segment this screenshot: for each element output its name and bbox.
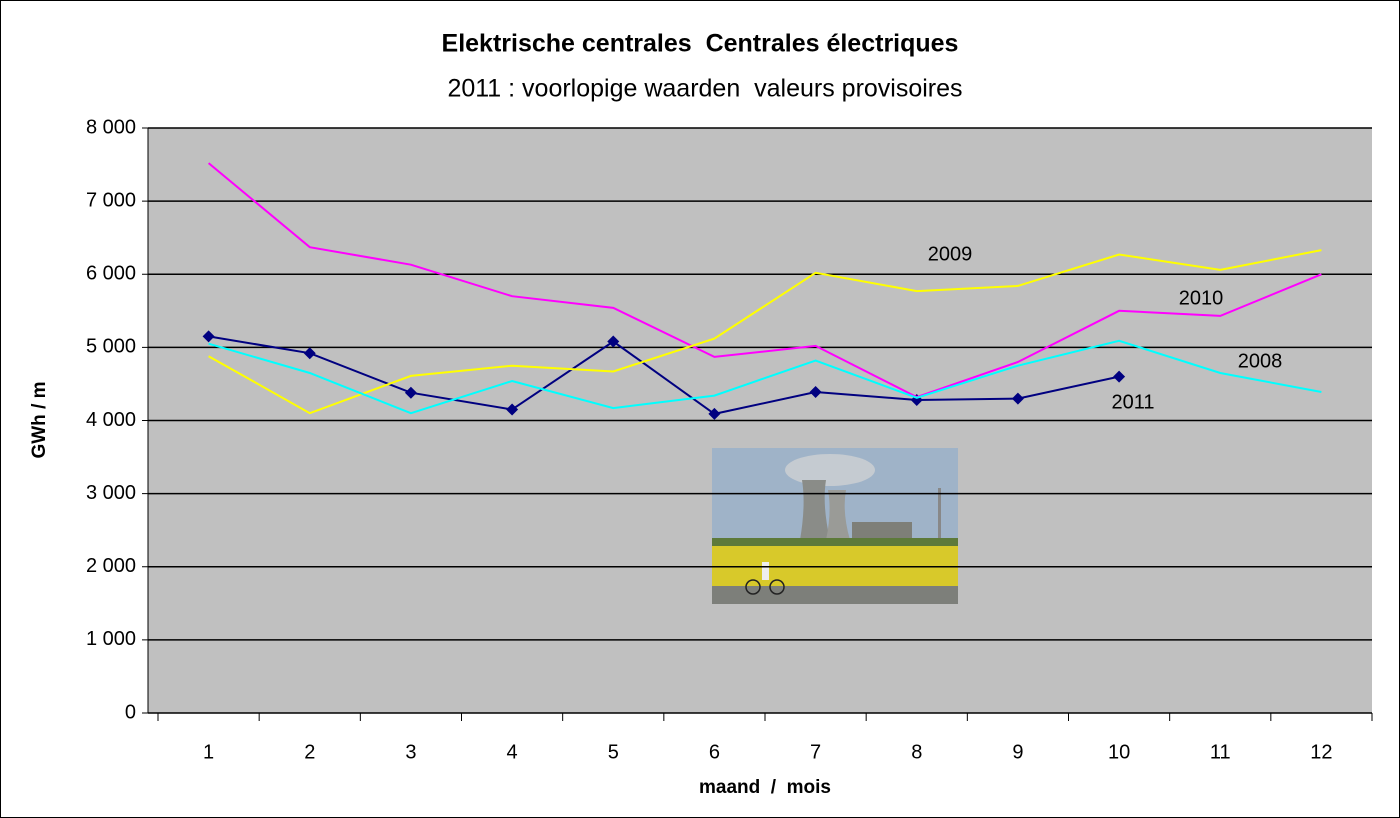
y-tick-label: 5 000 <box>86 336 136 358</box>
x-tick-label: 7 <box>810 741 821 763</box>
chart-title: Elektrische centrales Centrales électriq… <box>442 30 959 58</box>
x-tick-label: 1 <box>203 741 214 763</box>
x-tick-label: 5 <box>608 741 619 763</box>
photo-chimney <box>938 488 941 540</box>
y-tick-label: 4 000 <box>86 409 136 431</box>
x-tick-label: 10 <box>1108 741 1130 763</box>
x-tick-label: 2 <box>304 741 315 763</box>
y-axis-title: GWh / m <box>29 381 50 458</box>
x-tick-label: 4 <box>507 741 518 763</box>
x-tick-label: 9 <box>1012 741 1023 763</box>
series-label: 2009 <box>928 243 973 265</box>
photo-steam <box>785 454 875 486</box>
x-axis-title: maand / mois <box>699 777 831 798</box>
x-tick-label: 3 <box>405 741 416 763</box>
photo-cyclist <box>762 562 769 580</box>
x-tick-label: 12 <box>1310 741 1332 763</box>
y-tick-label: 2 000 <box>86 555 136 577</box>
series-label: 2010 <box>1179 287 1224 309</box>
x-tick-label: 8 <box>911 741 922 763</box>
chart-subtitle: 2011 : voorlopige waarden valeurs provis… <box>447 75 962 103</box>
photo-building <box>852 522 912 540</box>
y-tick-label: 7 000 <box>86 189 136 211</box>
chart: Elektrische centrales Centrales électriq… <box>0 0 1400 818</box>
y-tick-label: 1 000 <box>86 628 136 650</box>
photo <box>712 448 958 604</box>
series-label: 2008 <box>1238 350 1283 372</box>
x-tick-label: 11 <box>1210 741 1231 763</box>
y-tick-label: 3 000 <box>86 482 136 504</box>
y-tick-label: 6 000 <box>86 263 136 285</box>
y-tick-label: 8 000 <box>86 116 136 138</box>
series-label: 2011 <box>1111 391 1154 413</box>
photo-road <box>712 586 958 604</box>
x-tick-label: 6 <box>709 741 720 763</box>
y-tick-label: 0 <box>125 701 136 723</box>
